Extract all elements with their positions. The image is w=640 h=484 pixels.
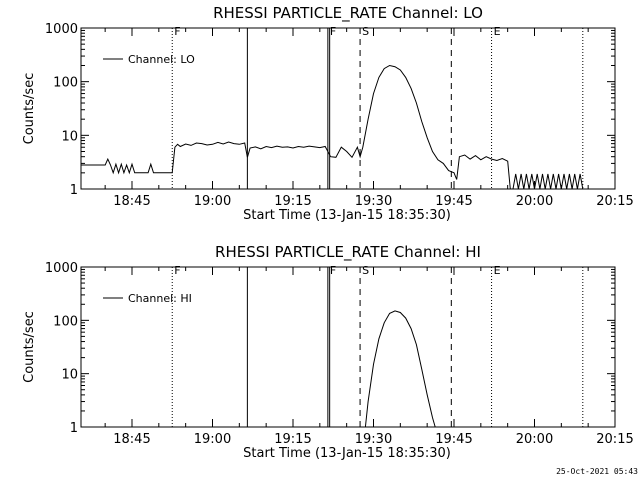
y-tick-label: 1000	[45, 22, 78, 37]
y-tick-label: 100	[53, 314, 78, 329]
plot-frame	[80, 27, 616, 190]
y-axis-label: Counts/sec	[22, 311, 37, 383]
x-tick-label: 20:15	[596, 432, 633, 447]
y-axis: 1 10 100 1000	[45, 261, 615, 436]
event-marker-label: E	[494, 25, 501, 38]
y-tick-label: 100	[53, 76, 78, 91]
legend-label: Channel: LO	[128, 53, 195, 66]
legend-label: Channel: HI	[128, 292, 192, 305]
event-marker-label: F	[330, 25, 336, 38]
x-tick-label: 19:15	[274, 432, 311, 447]
x-axis: 18:45 19:00 19:15 19:30 19:45 20:00 20:15	[104, 28, 634, 209]
y-tick-label: 1	[70, 421, 78, 436]
data-series	[364, 310, 436, 428]
event-marker-label: S	[362, 264, 369, 277]
panel-lo: RHESSI PARTICLE_RATE Channel: LO 1 10 100 10…	[22, 4, 634, 223]
x-axis-label: Start Time (13-Jan-15 18:35:30)	[243, 446, 451, 461]
event-marker-label: F	[174, 25, 180, 38]
data-series	[81, 64, 584, 190]
event-marker-label: F	[330, 264, 336, 277]
plot-frame	[80, 266, 616, 428]
series-line	[81, 64, 584, 190]
x-tick-label: 18:45	[113, 194, 150, 209]
y-tick-label: 1000	[45, 261, 78, 276]
x-tick-label: 19:15	[274, 194, 311, 209]
y-tick-label: 10	[61, 368, 78, 383]
event-marker-label: S	[362, 25, 369, 38]
x-axis-label: Start Time (13-Jan-15 18:35:30)	[243, 208, 451, 223]
series-line	[364, 310, 436, 428]
y-tick-label: 1	[70, 183, 78, 198]
x-tick-label: 19:45	[435, 432, 472, 447]
x-tick-label: 20:00	[516, 432, 553, 447]
x-axis: 18:45 19:00 19:15 19:30 19:45 20:00 20:15	[104, 267, 634, 447]
x-tick-label: 19:00	[194, 194, 231, 209]
x-tick-label: 20:00	[516, 194, 553, 209]
y-axis-label: Counts/sec	[22, 73, 37, 145]
y-tick-label: 10	[61, 129, 78, 144]
event-marker-label: E	[494, 264, 501, 277]
chart-title: RHESSI PARTICLE_RATE Channel: LO	[213, 4, 483, 23]
x-tick-label: 19:30	[355, 194, 392, 209]
figure-timestamp: 25-Oct-2021 05:43	[556, 467, 638, 476]
y-axis: 1 10 100 1000	[45, 22, 615, 198]
chart-title: RHESSI PARTICLE_RATE Channel: HI	[215, 243, 481, 262]
x-tick-label: 19:00	[194, 432, 231, 447]
event-marker-label: F	[174, 264, 180, 277]
x-tick-label: 18:45	[113, 432, 150, 447]
x-tick-label: 20:15	[596, 194, 633, 209]
panel-hi: RHESSI PARTICLE_RATE Channel: HI 1 10 100 10…	[22, 243, 634, 461]
x-tick-label: 19:30	[355, 432, 392, 447]
x-tick-label: 19:45	[435, 194, 472, 209]
